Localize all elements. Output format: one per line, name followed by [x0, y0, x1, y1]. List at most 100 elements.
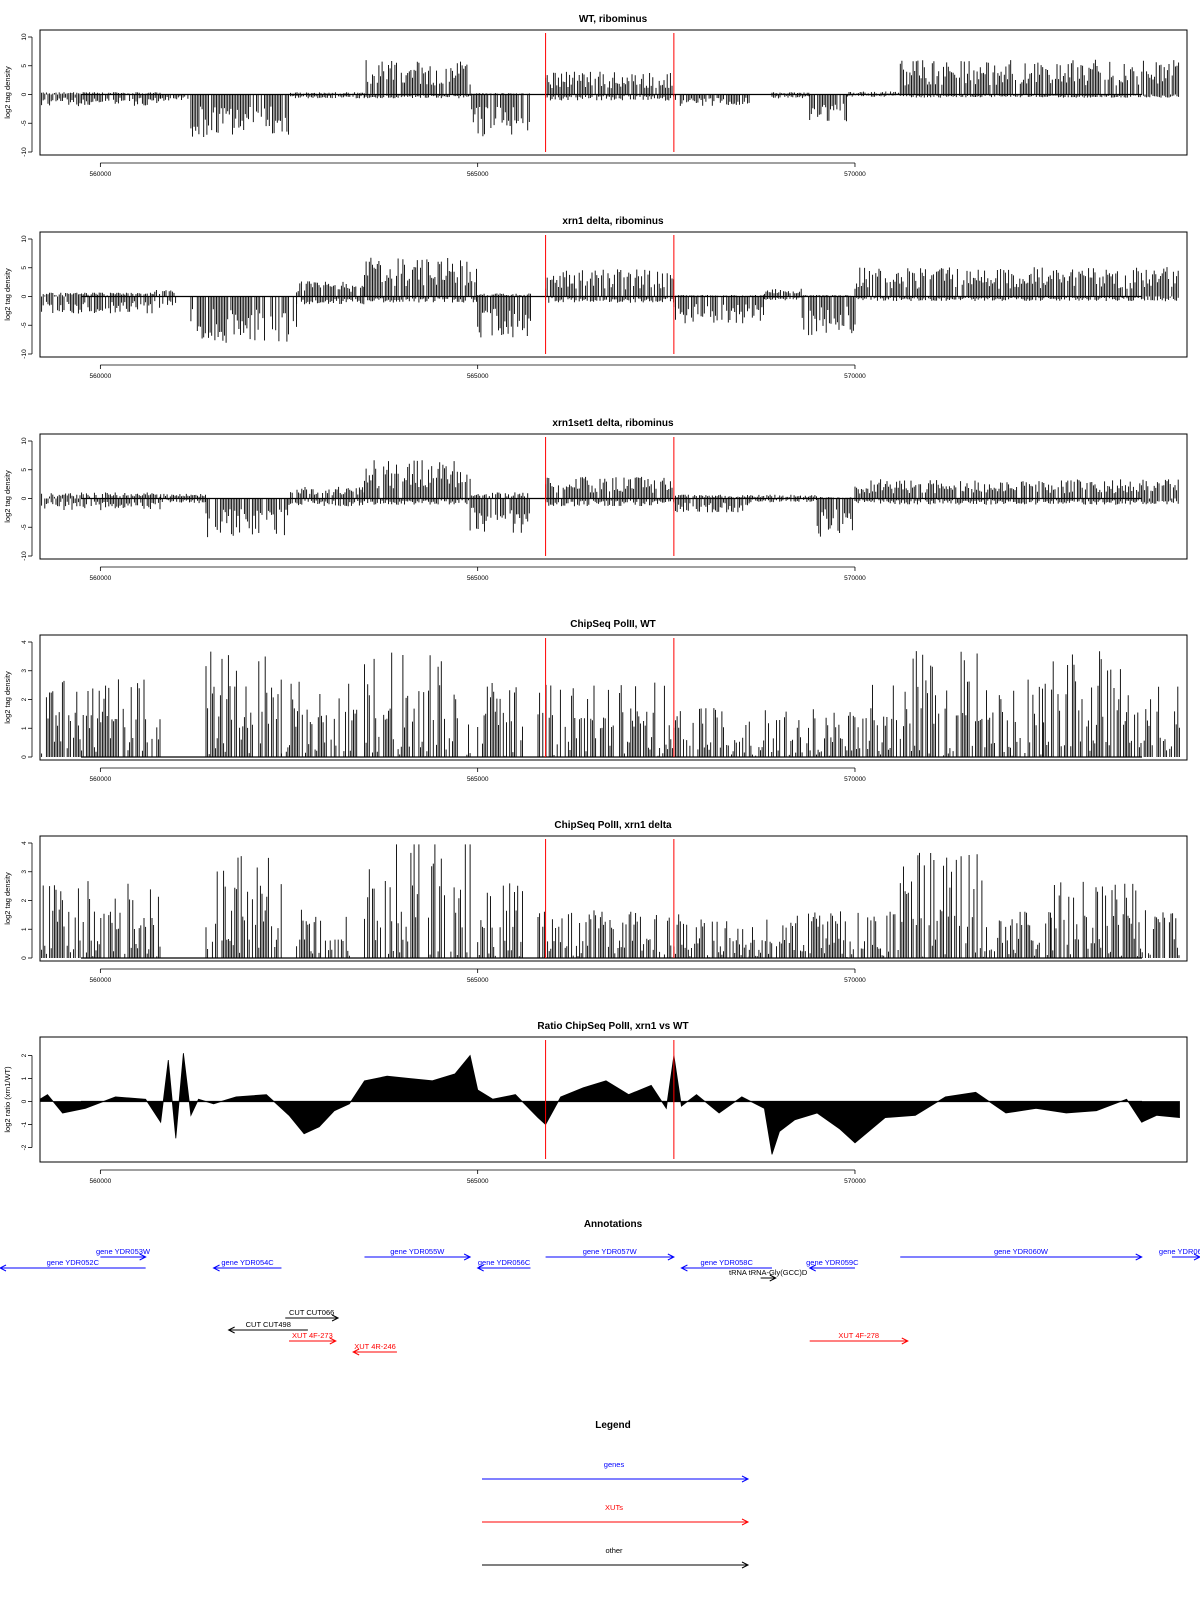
- arrowhead-icon: [769, 1274, 777, 1282]
- annotation-feature: tRNA tRNA-Gly(GCC)D: [729, 1268, 808, 1282]
- plot-frame: [39, 835, 1188, 962]
- density-bars: [39, 651, 1180, 757]
- y-tick-label: -1: [21, 1121, 28, 1127]
- y-axis-label: log2 tag density: [3, 268, 12, 321]
- x-tick-label: 560000: [90, 575, 112, 582]
- legend-entry: XUTs: [482, 1503, 750, 1526]
- annotations-title: Annotations: [584, 1219, 643, 1230]
- y-axis-label: log2 tag density: [3, 66, 12, 119]
- density-bar-group: [39, 844, 1180, 958]
- annotation-label: XUT 4R-246: [354, 1342, 396, 1351]
- ratio-area: [39, 1053, 1180, 1155]
- arrowhead-icon: [741, 1475, 750, 1483]
- y-tick-label: 1: [21, 1076, 28, 1080]
- y-tick-label: 2: [21, 1053, 28, 1057]
- chart-panel: xrn1 delta, ribominus -10 -5 0 5 10 log2 tag d…: [3, 216, 1188, 380]
- arrowhead-icon: [901, 1337, 909, 1345]
- x-tick-label: 570000: [844, 575, 866, 582]
- arrowhead-icon: [331, 1314, 340, 1322]
- chart-panel: Ratio ChipSeq PolII, xrn1 vs WT -2 -1 0 1 2 lo…: [3, 1021, 1188, 1185]
- legend: Legend genes XUTs other: [482, 1420, 750, 1569]
- x-tick-label: 565000: [467, 776, 489, 783]
- annotation-feature: XUT 4R-246: [352, 1342, 397, 1356]
- y-tick-label: -5: [21, 322, 28, 328]
- legend-label: XUTs: [605, 1503, 623, 1512]
- annotation-label: gene YDR060W: [994, 1247, 1049, 1256]
- annotation-feature: gene YDR052C: [0, 1258, 146, 1272]
- arrowhead-icon: [741, 1518, 750, 1526]
- chart-title: xrn1set1 delta, ribominus: [552, 418, 674, 429]
- annotation-label: CUT CUT066: [289, 1308, 334, 1317]
- annotation-feature: XUT 4F-278: [809, 1331, 909, 1345]
- annotation-label: gene YDR059C: [806, 1258, 859, 1267]
- arrowhead-icon: [329, 1337, 337, 1345]
- x-tick-label: 565000: [467, 575, 489, 582]
- y-tick-label: -10: [21, 349, 28, 359]
- y-axis-label: log2 tag density: [3, 872, 12, 925]
- annotation-feature: XUT 4F-273: [289, 1331, 337, 1345]
- chart-title: ChipSeq PolII, xrn1 delta: [554, 820, 672, 831]
- arrowhead-icon: [0, 1264, 7, 1272]
- x-tick-label: 570000: [844, 1178, 866, 1185]
- x-tick-label: 565000: [467, 373, 489, 380]
- arrowhead-icon: [212, 1264, 220, 1272]
- y-tick-label: 3: [21, 870, 28, 874]
- chart-title: WT, ribominus: [579, 14, 648, 25]
- x-tick-label: 570000: [844, 776, 866, 783]
- density-bar-group: [39, 59, 1180, 137]
- y-tick-label: -5: [21, 120, 28, 126]
- chart-title: Ratio ChipSeq PolII, xrn1 vs WT: [537, 1021, 688, 1032]
- annotation-label: gene YDR055W: [390, 1247, 445, 1256]
- x-tick-label: 560000: [90, 1178, 112, 1185]
- y-tick-label: 10: [21, 33, 28, 41]
- y-tick-label: 10: [21, 437, 28, 445]
- annotation-feature: gene YDR057W: [545, 1247, 675, 1261]
- x-tick-label: 560000: [90, 776, 112, 783]
- arrowhead-icon: [476, 1264, 484, 1272]
- density-bars: [39, 257, 1179, 343]
- chart-panel: WT, ribominus -10 -5 0 5 10 log2 tag density 56…: [3, 14, 1188, 178]
- annotation-label: XUT 4F-278: [838, 1331, 879, 1340]
- annotation-feature: gene YDR056C: [476, 1258, 531, 1272]
- annotation-feature: gene YDR058C: [680, 1258, 772, 1272]
- chart-title: xrn1 delta, ribominus: [562, 216, 664, 227]
- y-tick-label: -2: [21, 1144, 28, 1150]
- chart-title: ChipSeq PolII, WT: [570, 619, 656, 630]
- annotation-feature: CUT CUT066: [285, 1308, 340, 1322]
- y-tick-label: 1: [21, 726, 28, 730]
- arrowhead-icon: [227, 1326, 235, 1334]
- density-bars: [39, 59, 1180, 137]
- chart-panel: ChipSeq PolII, xrn1 delta 0 1 2 3 4 log2 tag d…: [3, 820, 1188, 984]
- arrowhead-icon: [667, 1253, 675, 1261]
- y-tick-label: -10: [21, 551, 28, 561]
- legend-entry: genes: [482, 1460, 750, 1483]
- annotation-label: gene YDR061W: [1159, 1247, 1200, 1256]
- annotation-feature: gene YDR059C: [806, 1258, 859, 1272]
- chart-panel: xrn1set1 delta, ribominus -10 -5 0 5 10 log2 t…: [3, 418, 1188, 582]
- y-tick-label: 2: [21, 898, 28, 902]
- density-bars: [39, 844, 1180, 958]
- density-bar-group: [39, 651, 1180, 757]
- x-tick-label: 560000: [90, 977, 112, 984]
- y-tick-label: 0: [21, 496, 28, 500]
- annotation-feature: gene YDR061W: [1159, 1247, 1200, 1261]
- x-tick-label: 560000: [90, 373, 112, 380]
- y-axis-label: log2 tag density: [3, 671, 12, 724]
- plot-frame: [39, 29, 1188, 156]
- y-tick-label: 5: [21, 468, 28, 472]
- legend-label: other: [605, 1546, 623, 1555]
- y-tick-label: 0: [21, 755, 28, 759]
- y-tick-label: 0: [21, 956, 28, 960]
- legend-entry: other: [482, 1546, 750, 1569]
- y-tick-label: 0: [21, 92, 28, 96]
- annotation-label: gene YDR058C: [700, 1258, 753, 1267]
- annotation-label: gene YDR052C: [47, 1258, 100, 1267]
- legend-label: genes: [604, 1460, 625, 1469]
- x-tick-label: 565000: [467, 977, 489, 984]
- annotation-label: XUT 4F-273: [292, 1331, 333, 1340]
- arrowhead-icon: [1135, 1253, 1143, 1261]
- annotation-feature: CUT CUT498: [227, 1320, 308, 1334]
- annotation-label: gene YDR057W: [583, 1247, 638, 1256]
- annotation-label: tRNA tRNA-Gly(GCC)D: [729, 1268, 808, 1277]
